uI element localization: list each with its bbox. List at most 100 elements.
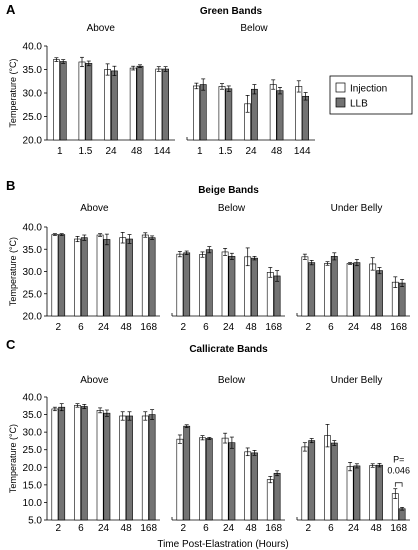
bar-llb xyxy=(330,442,338,521)
y-tick-label: 20.0 xyxy=(23,463,43,474)
bar-group: Above 2 6 24 48 168 xyxy=(47,375,160,534)
bar-group: Below 2 6 24 48 168 xyxy=(171,375,285,534)
group-label: Under Belly xyxy=(331,203,383,214)
y-tick-label: 40.0 xyxy=(23,42,43,53)
legend-swatch xyxy=(335,82,346,93)
y-tick-label: 30.0 xyxy=(23,428,43,439)
bar-llb xyxy=(225,88,233,141)
bar-injection xyxy=(369,465,377,521)
bar-llb xyxy=(205,438,213,521)
bar-llb xyxy=(353,262,361,317)
bar-injection xyxy=(295,86,303,141)
bar-llb xyxy=(148,237,156,317)
bar-injection xyxy=(301,446,309,521)
y-tick-label: 10.0 xyxy=(23,498,43,509)
chart-title: Green Bands xyxy=(200,6,263,17)
bar-injection xyxy=(346,466,354,521)
group-label: Below xyxy=(218,375,246,386)
bar-llb xyxy=(103,412,111,521)
significance-value: 0.046 xyxy=(387,466,410,476)
x-tick-label: 1 xyxy=(197,146,203,157)
bar-group: Above 1 1.5 24 48 144 xyxy=(47,23,175,157)
bar-group: Under Belly 2 6 24 48 168 xyxy=(296,375,410,534)
x-tick-label: 1.5 xyxy=(78,146,92,157)
x-tick-label: 24 xyxy=(348,322,360,333)
bar-llb xyxy=(353,465,361,521)
y-tick-label: 35.0 xyxy=(23,410,43,421)
bar-injection xyxy=(52,59,60,141)
bar-injection xyxy=(51,408,59,521)
y-axis-title: Temperature (°C) xyxy=(8,58,18,127)
bar-llb xyxy=(85,63,93,141)
bar-llb xyxy=(251,257,258,317)
x-tick-label: 6 xyxy=(328,322,334,333)
x-tick-label: 6 xyxy=(203,523,209,534)
bar-injection xyxy=(74,405,81,521)
bar-llb xyxy=(376,270,383,317)
x-tick-label: 24 xyxy=(98,322,110,333)
bar-llb xyxy=(199,84,207,141)
x-tick-label: 24 xyxy=(245,146,257,157)
bar-injection xyxy=(199,254,206,317)
bar-llb xyxy=(183,252,191,317)
legend-label: Injection xyxy=(350,84,387,95)
bar-injection xyxy=(218,86,226,141)
bar-injection xyxy=(346,263,354,317)
chart-title: Callicrate Bands xyxy=(189,344,268,355)
x-tick-label: 2 xyxy=(181,523,187,534)
bar-llb xyxy=(59,61,67,141)
x-tick-label: 6 xyxy=(78,523,84,534)
bar-injection xyxy=(266,272,274,317)
y-tick-label: 5.0 xyxy=(28,516,42,527)
y-tick-label: 20.0 xyxy=(23,312,43,323)
bar-llb xyxy=(58,234,66,317)
x-tick-label: 6 xyxy=(78,322,84,333)
bar-injection xyxy=(96,410,104,521)
legend-label: LLB xyxy=(350,99,368,110)
bar-injection xyxy=(155,68,163,141)
bar-injection xyxy=(119,237,127,317)
panel-a: A Green Bands 20.0 25.0 30.0 35.0 40.0 Temperat… xyxy=(6,2,315,157)
x-tick-label: 48 xyxy=(271,146,283,157)
group-label: Above xyxy=(87,23,116,34)
x-tick-label: 168 xyxy=(390,322,407,333)
x-tick-label: 168 xyxy=(265,523,282,534)
x-tick-label: 6 xyxy=(328,523,334,534)
x-tick-label: 2 xyxy=(306,523,312,534)
chart-title: Beige Bands xyxy=(198,185,259,196)
y-tick-label: 40.0 xyxy=(23,393,43,404)
bar-llb xyxy=(398,282,406,317)
significance-bracket xyxy=(394,482,403,487)
bar-injection xyxy=(119,415,127,521)
x-axis-title: Time Post-Elastration (Hours) xyxy=(157,539,288,550)
legend: Injection LLB xyxy=(329,75,413,115)
group-label: Under Belly xyxy=(331,375,383,386)
bar-llb xyxy=(183,425,191,521)
x-tick-label: 48 xyxy=(246,322,258,333)
bar-injection xyxy=(104,69,111,141)
x-tick-label: 48 xyxy=(121,322,133,333)
x-tick-label: 1.5 xyxy=(218,146,232,157)
bar-injection xyxy=(176,253,184,317)
bar-injection xyxy=(141,415,149,521)
y-axis-title: Temperature (°C) xyxy=(8,237,18,306)
y-tick-label: 40.0 xyxy=(23,223,43,234)
bar-llb xyxy=(308,262,316,317)
y-tick-label: 30.0 xyxy=(23,89,43,100)
bar-injection xyxy=(369,263,377,317)
y-tick-label: 30.0 xyxy=(23,267,43,278)
y-tick-label: 35.0 xyxy=(23,245,43,256)
significance-label: P= xyxy=(393,455,404,465)
y-tick-label: 35.0 xyxy=(23,65,43,76)
bar-injection xyxy=(324,263,331,317)
group-label: Above xyxy=(80,203,109,214)
bar-injection xyxy=(129,67,137,141)
bar-llb xyxy=(126,415,133,521)
panel-letter: A xyxy=(6,2,16,17)
bar-group: Below 2 6 24 48 168 xyxy=(171,203,285,333)
x-tick-label: 24 xyxy=(98,523,110,534)
x-tick-label: 48 xyxy=(246,523,258,534)
panel-letter: B xyxy=(6,178,15,193)
y-tick-label: 25.0 xyxy=(23,289,43,300)
